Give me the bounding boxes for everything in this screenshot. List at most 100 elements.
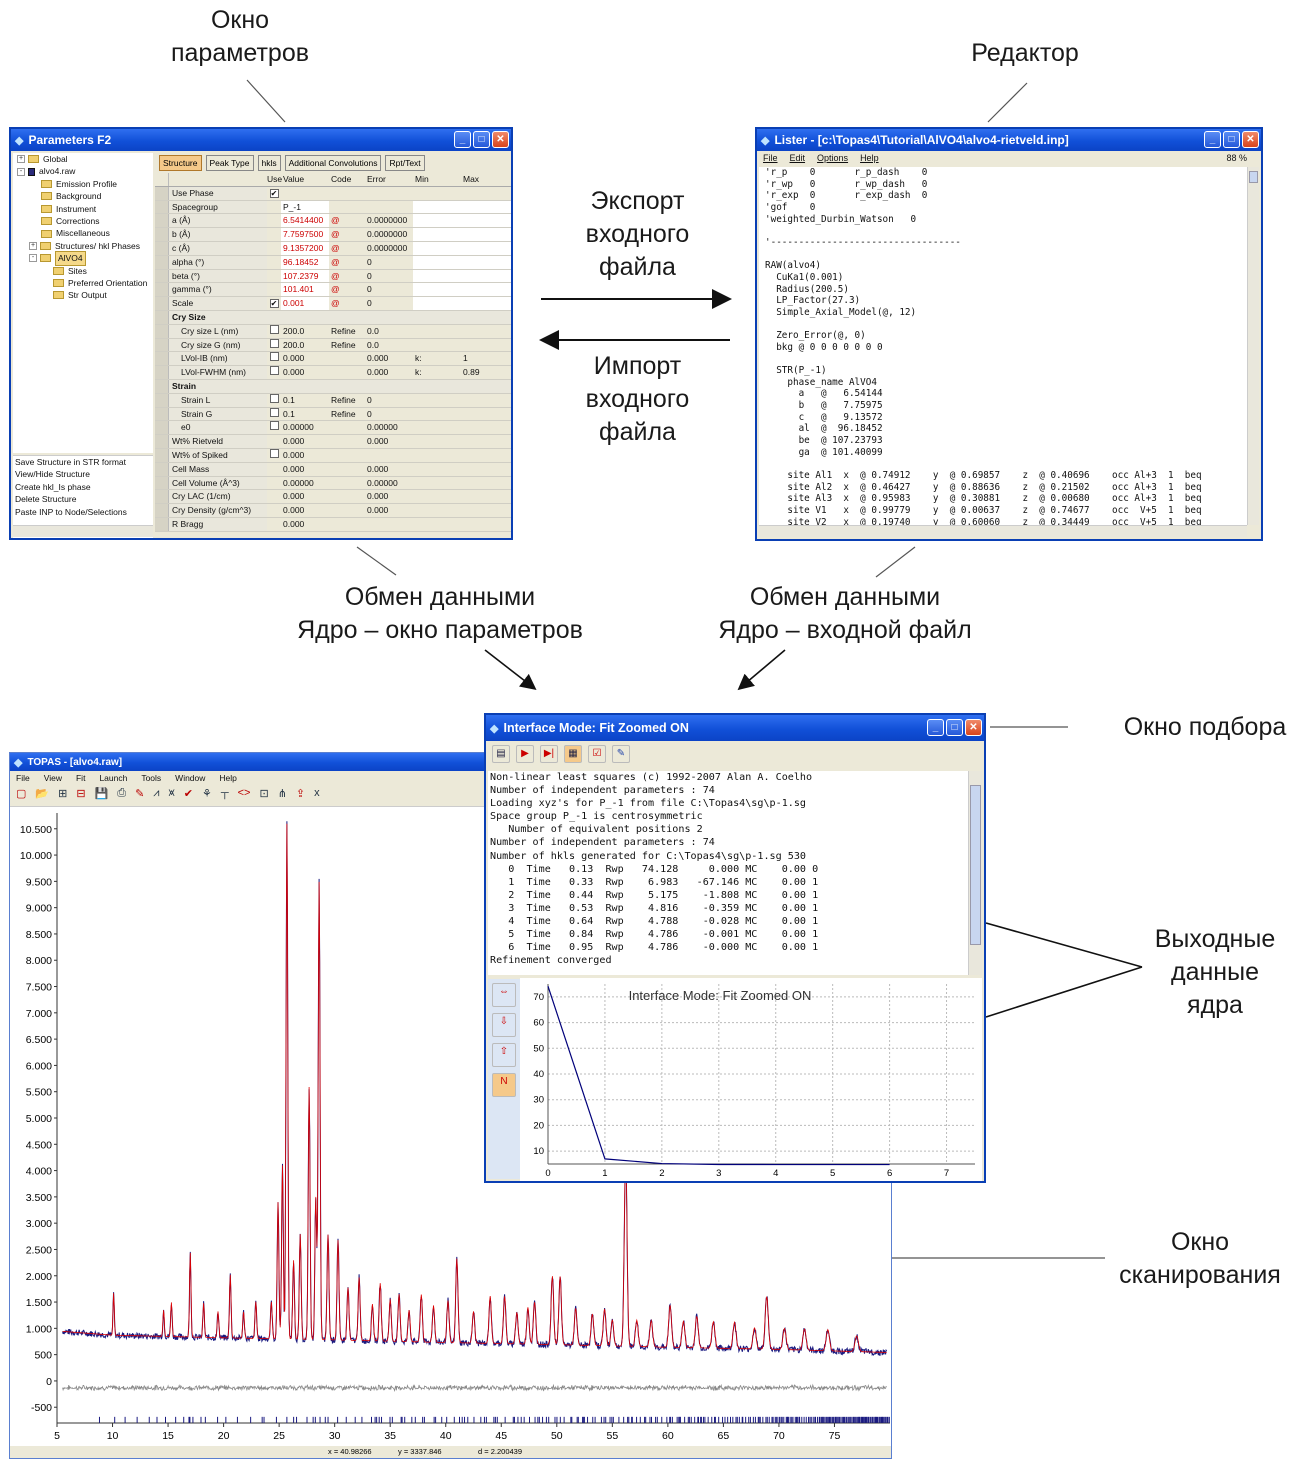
zoom-fit-icon[interactable]: ⇔ [492,983,516,1007]
use-checkbox[interactable] [267,214,281,227]
use-checkbox[interactable] [267,366,281,379]
use-checkbox[interactable] [267,518,281,531]
grid-row[interactable]: Scale ✔ 0.001 @0 [155,297,511,311]
param-code[interactable] [329,366,365,379]
code-icon[interactable]: <> [237,787,251,799]
param-min[interactable] [413,518,461,531]
grid-row[interactable]: LVol-FWHM (nm) 0.000 0.000 k: 0.89 [155,366,511,380]
close-icon[interactable]: x [314,787,320,799]
menu-view[interactable]: View [43,773,62,783]
grid-row[interactable]: beta (°) 107.2379 @0 [155,269,511,284]
param-value[interactable]: 0.000 [283,463,305,474]
tree-item[interactable]: Emission Profile [13,178,153,190]
open-multi-icon[interactable]: ⊞ [58,788,68,800]
param-max[interactable] [461,269,511,283]
param-max[interactable] [461,449,511,462]
param-min[interactable] [413,449,461,462]
grid-row[interactable]: gamma (°) 101.401 @0 [155,283,511,298]
menu-options[interactable]: Options [817,153,849,163]
grid-row[interactable]: b (Å) 7.7597500 @0.0000000 [155,228,511,242]
use-checkbox[interactable] [267,256,281,269]
grid-row[interactable]: Strain L 0.1 Refine 0 [155,393,511,408]
param-min[interactable] [413,477,461,490]
use-check[interactable] [269,421,279,431]
param-code[interactable] [329,504,365,517]
baseline-icon[interactable]: ┬ [220,787,229,799]
use-checkbox[interactable] [267,242,281,255]
grid-row[interactable]: Use Phase ✔ [155,186,511,201]
param-max[interactable]: 0.89 [463,367,480,378]
zoom-down-icon[interactable]: ⇩ [492,1013,516,1037]
peaks-icon[interactable]: ⋔ [277,788,287,800]
param-min[interactable]: k: [415,367,422,378]
use-checkbox[interactable] [267,228,281,241]
check-list-icon[interactable]: ☑ [588,745,606,763]
use-check[interactable] [269,407,279,417]
lister-editor[interactable]: 'r_p 0 r_p_dash 0 'r_wp 0 r_wp_dash 0 'r… [759,167,1247,525]
use-checkbox[interactable] [267,283,281,296]
grid-row[interactable]: a (Å) 6.5414400 @0.0000000 [155,214,511,229]
grid-row[interactable]: LVol-IB (nm) 0.000 0.000 k: 1 [155,352,511,367]
context-menu-item[interactable]: Paste INP to Node/Selections [15,506,127,517]
tab-peak-type[interactable]: Peak Type [205,155,254,171]
tab-structure[interactable]: Structure [159,155,202,171]
param-max[interactable] [461,463,511,476]
param-code[interactable] [329,352,365,365]
param-code[interactable] [329,435,365,448]
param-code[interactable]: @ [331,229,340,240]
use-check[interactable] [269,366,279,376]
param-value[interactable]: 0.000 [283,518,305,529]
param-max[interactable] [461,421,511,434]
run-icon[interactable]: ▶ [516,745,534,763]
grid-row[interactable]: Cell Volume (Å^3) 0.00000 0.00000 [155,476,511,491]
param-min[interactable] [413,394,461,407]
grid-row[interactable]: Cry LAC (1/cm) 0.000 0.000 [155,490,511,505]
param-max[interactable] [461,297,511,310]
peak-add-icon[interactable]: ⩙ [168,787,175,799]
menu-file[interactable]: File [16,773,30,783]
param-code[interactable] [329,449,365,462]
param-min[interactable] [413,408,461,421]
tree-item[interactable]: Miscellaneous [13,227,153,239]
param-code[interactable] [329,490,365,503]
param-max[interactable] [461,490,511,503]
tree-item[interactable]: Sites [13,265,153,277]
close-button[interactable]: ✕ [1242,131,1259,148]
param-value[interactable]: 0.000 [283,491,305,502]
step-icon[interactable]: ▶| [540,745,558,763]
context-menu-item[interactable]: View/Hide Structure [15,469,90,480]
param-max[interactable] [461,187,511,200]
param-value[interactable]: 0.1 [283,394,295,405]
param-value[interactable]: 0.000 [283,367,305,378]
tree-item[interactable]: Preferred Orientation [13,277,153,289]
hkl-table-icon[interactable]: ▦ [564,745,582,763]
param-max[interactable] [461,435,511,448]
grid-row[interactable]: Wt% of Spiked 0.000 [155,448,511,463]
output-vscroll[interactable] [968,771,982,975]
lister-titlebar[interactable]: ◆ Lister - [c:\Topas4\Tutorial\AlVO4\alv… [757,129,1261,151]
tree-hscroll[interactable] [13,525,153,537]
param-code[interactable]: Refine [331,339,356,350]
param-max[interactable] [461,255,511,269]
param-min[interactable] [413,241,461,255]
menu-window[interactable]: Window [175,773,206,783]
param-max[interactable] [461,394,511,407]
zoom-level[interactable]: 88 % [1226,153,1247,163]
print-icon[interactable]: ⎙ [117,787,127,799]
scan-chart[interactable]: -50005001.0001.5002.0002.5003.0003.5004.… [10,809,892,1457]
export-icon[interactable]: ⇪ [295,788,306,800]
tree-item[interactable]: Str Output [13,289,153,301]
param-value[interactable]: 0.000 [283,353,305,364]
minimize-button[interactable]: _ [927,719,944,736]
minimize-button[interactable]: _ [1204,131,1221,148]
grid-row[interactable]: e0 0.00000 0.00000 [155,421,511,436]
param-max[interactable] [461,408,511,421]
use-checkbox[interactable]: ✔ [267,297,281,310]
use-checkbox[interactable] [267,463,281,476]
use-checkbox[interactable] [267,448,281,462]
context-menu-item[interactable]: Create hkl_Is phase [15,481,91,492]
param-min[interactable] [413,339,461,352]
param-value[interactable]: 200.0 [283,325,305,336]
use-check[interactable]: ✔ [269,188,279,198]
use-checkbox[interactable] [267,421,281,434]
